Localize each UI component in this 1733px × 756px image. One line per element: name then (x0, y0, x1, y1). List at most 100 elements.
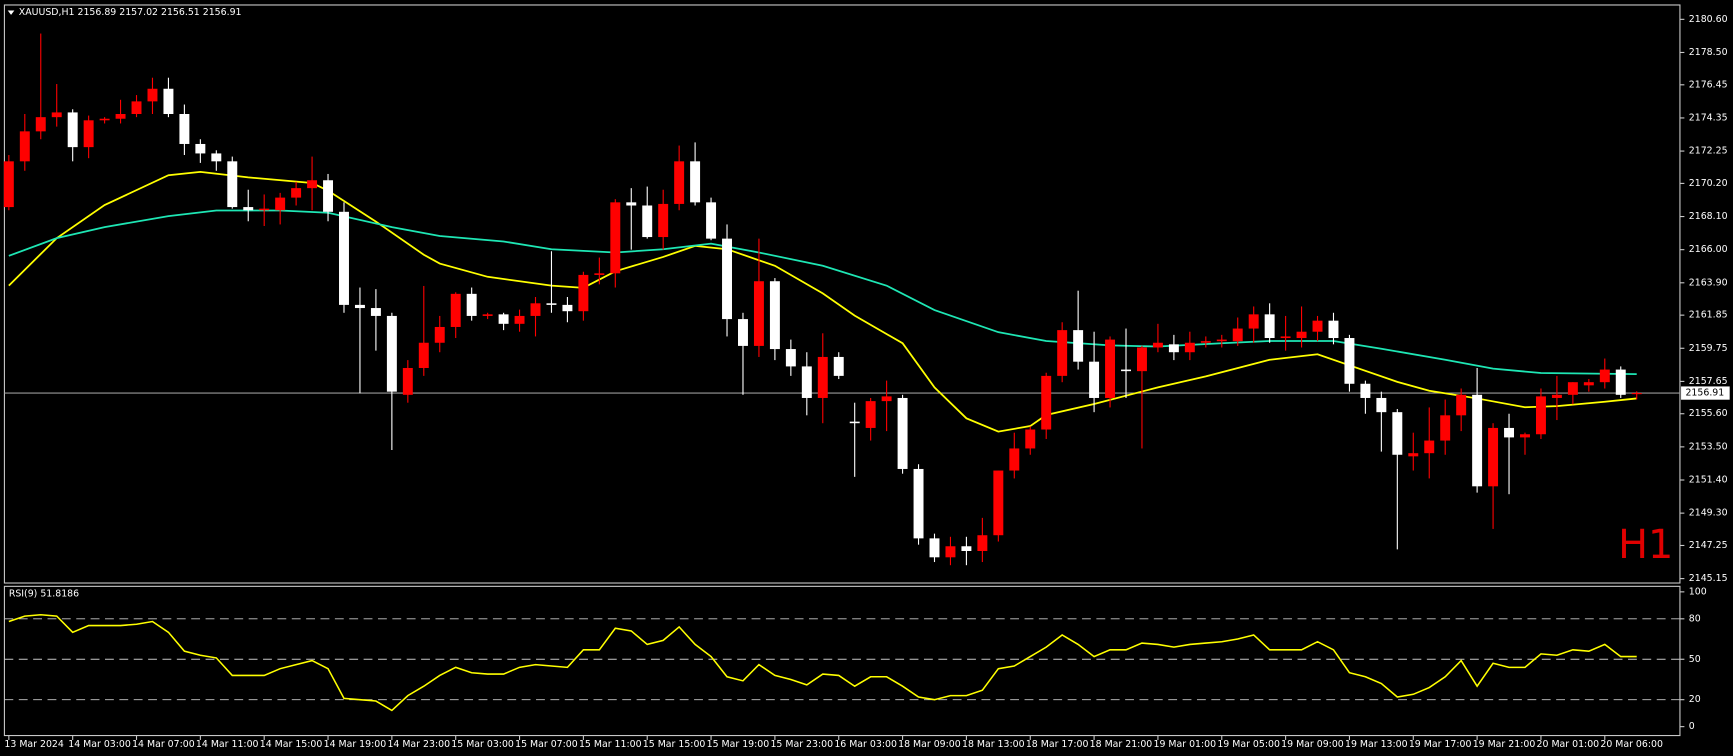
candle-body (897, 397, 908, 469)
x-tick-label: 18 Mar 13:00 (962, 739, 1025, 750)
x-tick-label: 15 Mar 03:00 (451, 739, 514, 750)
indicator-title: RSI(9) 51.8186 (9, 589, 79, 600)
candle-body (259, 208, 270, 211)
candle-body (466, 293, 477, 316)
candle-body (945, 546, 956, 558)
candle-body (1583, 382, 1594, 386)
candle-body (115, 113, 126, 119)
y-tick-label: 2172.25 (1689, 146, 1728, 157)
candle-body (354, 304, 365, 309)
candle-body (275, 197, 286, 211)
candle-body (370, 308, 381, 316)
candle-body (51, 112, 62, 118)
candle-body (1344, 338, 1355, 384)
candle-body (163, 88, 174, 114)
x-tick-label: 19 Mar 05:00 (1217, 739, 1280, 750)
x-tick-label: 18 Mar 09:00 (898, 739, 961, 750)
candle-body (706, 202, 717, 239)
x-tick-label: 14 Mar 07:00 (132, 739, 195, 750)
candle-body (977, 535, 988, 551)
y-tick-label: 20 (1689, 694, 1701, 705)
candle-body (1631, 393, 1642, 395)
candle-body (833, 356, 844, 376)
candle-body (674, 161, 685, 204)
candle-body (1567, 382, 1578, 395)
candle-body (3, 161, 14, 208)
rsi-panel (3, 585, 1681, 737)
candle-body (658, 203, 669, 238)
x-tick-label: 19 Mar 21:00 (1473, 739, 1536, 750)
candle-body (801, 366, 812, 398)
candle-body (1360, 383, 1371, 398)
moving-average (8, 171, 1637, 433)
candle-body (562, 304, 573, 312)
candle-body (434, 326, 445, 343)
candle-body (594, 273, 605, 275)
candle-body (1232, 328, 1243, 342)
x-tick-label: 15 Mar 23:00 (770, 739, 833, 750)
candle-body (1168, 344, 1179, 353)
x-tick-label: 19 Mar 01:00 (1154, 739, 1217, 750)
candle-body (1551, 394, 1562, 398)
timeframe-label: H1 (1618, 522, 1673, 568)
x-tick-label: 20 Mar 01:00 (1537, 739, 1600, 750)
candle-body (1615, 369, 1626, 395)
candle-body (227, 161, 238, 208)
x-tick-label: 14 Mar 11:00 (196, 739, 259, 750)
candle-body (753, 281, 764, 346)
candle-body (1504, 427, 1515, 438)
y-tick-label: 2153.50 (1689, 441, 1728, 452)
candle-body (514, 315, 525, 324)
y-tick-label: 50 (1689, 654, 1701, 665)
last-price-box (1681, 386, 1730, 400)
candle-body (626, 202, 637, 206)
candle-body (546, 303, 557, 305)
y-tick-label: 2174.35 (1689, 112, 1728, 123)
candle-body (1280, 336, 1291, 339)
candle-body (865, 401, 876, 428)
candle-body (881, 396, 892, 402)
candle-body (386, 315, 397, 392)
candle-body (1392, 412, 1403, 455)
last-price-label: 2156.91 (1685, 388, 1724, 399)
candle-body (83, 120, 94, 148)
candle-body (1057, 330, 1068, 376)
x-tick-label: 19 Mar 13:00 (1345, 739, 1408, 750)
candle-body (1184, 342, 1195, 353)
candle-body (849, 421, 860, 424)
y-tick-label: 2159.75 (1689, 343, 1728, 354)
y-tick-label: 2180.60 (1689, 14, 1728, 25)
candle-body (929, 538, 940, 558)
x-tick-label: 18 Mar 17:00 (1026, 739, 1089, 750)
x-tick-label: 19 Mar 17:00 (1409, 739, 1472, 750)
x-tick-label: 15 Mar 15:00 (643, 739, 706, 750)
y-tick-label: 80 (1689, 613, 1701, 624)
candle-body (323, 180, 334, 212)
candle-body (19, 131, 30, 162)
candle-body (961, 546, 972, 551)
candle-body (1073, 330, 1084, 362)
candle-body (243, 207, 254, 211)
candle-body (785, 349, 796, 367)
candle-body (1248, 314, 1259, 329)
chart-title: XAUUSD,H1 2156.89 2157.02 2156.51 2156.9… (19, 7, 242, 18)
x-tick-label: 14 Mar 03:00 (68, 739, 131, 750)
y-tick-label: 2157.65 (1689, 376, 1728, 387)
y-tick-label: 0 (1689, 721, 1695, 732)
y-tick-label: 2145.15 (1689, 573, 1728, 584)
candle-body (35, 117, 46, 132)
x-tick-label: 15 Mar 11:00 (579, 739, 642, 750)
candle-body (498, 314, 509, 324)
y-tick-label: 2178.50 (1689, 47, 1728, 58)
x-tick-label: 14 Mar 15:00 (260, 739, 323, 750)
candle-body (610, 202, 621, 274)
candle-body (738, 319, 748, 346)
candle-body (1456, 394, 1467, 416)
x-tick-label: 19 Mar 09:00 (1281, 739, 1344, 750)
candle-body (1136, 347, 1147, 372)
candle-body (722, 238, 732, 320)
candle-body (1264, 314, 1275, 339)
menu-arrow[interactable] (7, 10, 15, 15)
candle-body (1376, 397, 1387, 413)
